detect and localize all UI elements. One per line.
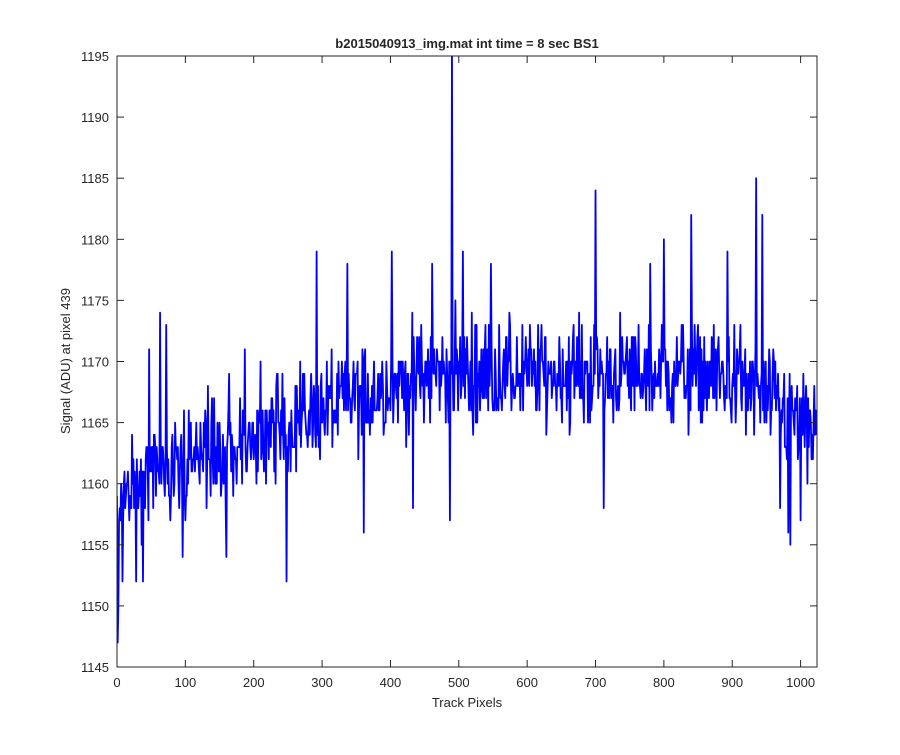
x-axis-ticks: 0 100 200 300 400 500 600 700 800 900 1000 bbox=[113, 56, 815, 690]
x-tick-label: 100 bbox=[175, 675, 197, 690]
x-tick-label: 300 bbox=[311, 675, 333, 690]
y-tick-label: 1195 bbox=[81, 49, 109, 64]
y-tick-label: 1170 bbox=[81, 355, 109, 370]
y-tick-label: 1185 bbox=[81, 171, 109, 186]
signal-series-line bbox=[117, 56, 817, 644]
y-axis-ticks: 1145 1150 1155 1160 1165 1170 1175 1180 1185 1190… bbox=[81, 49, 817, 675]
chart-title: b2015040913_img.mat int time = 8 sec BS1 bbox=[335, 36, 598, 51]
y-tick-label: 1145 bbox=[81, 660, 109, 675]
x-axis-label: Track Pixels bbox=[432, 695, 503, 710]
y-tick-label: 1160 bbox=[81, 477, 109, 492]
x-tick-label: 1000 bbox=[786, 675, 815, 690]
x-tick-label: 400 bbox=[380, 675, 402, 690]
y-axis-label: Signal (ADU) at pixel 439 bbox=[58, 288, 73, 434]
y-tick-label: 1155 bbox=[81, 538, 109, 553]
x-tick-label: 800 bbox=[653, 675, 675, 690]
x-tick-label: 700 bbox=[585, 675, 607, 690]
y-tick-label: 1190 bbox=[81, 110, 109, 125]
y-tick-label: 1180 bbox=[81, 232, 109, 247]
series-group bbox=[117, 56, 817, 644]
x-tick-label: 500 bbox=[448, 675, 470, 690]
x-tick-label: 600 bbox=[516, 675, 538, 690]
y-tick-label: 1175 bbox=[81, 293, 109, 308]
x-tick-label: 900 bbox=[721, 675, 743, 690]
y-tick-label: 1165 bbox=[81, 416, 109, 431]
x-tick-label: 0 bbox=[113, 675, 120, 690]
y-tick-label: 1150 bbox=[81, 599, 109, 614]
x-tick-label: 200 bbox=[243, 675, 265, 690]
